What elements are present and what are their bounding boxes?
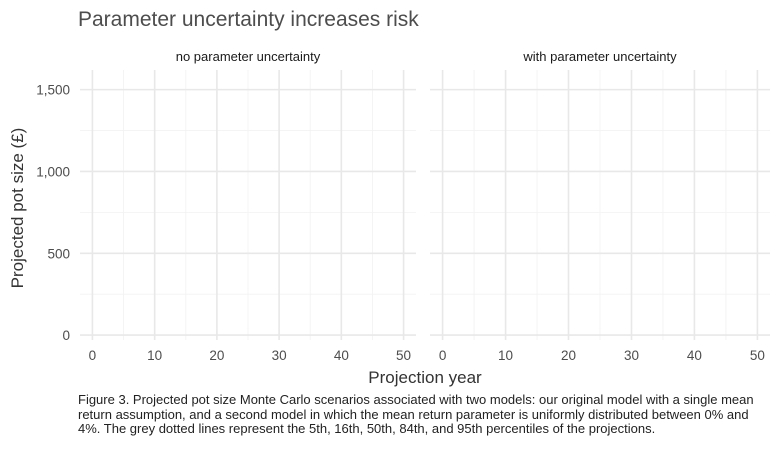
x-axis-ticks-left: 0 10 20 30 40 50 (89, 348, 411, 363)
x-tick-label: 50 (750, 348, 765, 363)
x-tick-label: 50 (396, 348, 411, 363)
panel-no-parameter-uncertainty: no parameter uncertainty (80, 49, 416, 340)
y-tick-label: 1,000 (36, 164, 70, 179)
y-tick-label: 0 (62, 328, 70, 343)
chart-title: Parameter uncertainty increases risk (78, 8, 419, 31)
y-axis-title: Projected pot size (£) (8, 128, 27, 289)
facet-label-left: no parameter uncertainty (176, 49, 321, 64)
x-tick-label: 20 (209, 348, 224, 363)
x-tick-label: 20 (561, 348, 576, 363)
x-tick-label: 30 (272, 348, 287, 363)
x-axis-ticks-right: 0 10 20 30 40 50 (439, 348, 765, 363)
y-axis-ticks: 0 500 1,000 1,500 (36, 83, 70, 343)
x-tick-label: 40 (687, 348, 702, 363)
x-axis-title: Projection year (368, 368, 482, 387)
figure-caption: Figure 3. Projected pot size Monte Carlo… (78, 392, 754, 436)
panel-left-grid (80, 70, 416, 340)
x-tick-label: 0 (439, 348, 447, 363)
x-tick-label: 10 (147, 348, 162, 363)
chart: Parameter uncertainty increases risk no … (8, 8, 770, 387)
y-tick-label: 1,500 (36, 83, 70, 98)
x-tick-label: 10 (498, 348, 513, 363)
panel-with-parameter-uncertainty: with parameter uncertainty (430, 49, 770, 340)
x-tick-label: 30 (624, 348, 639, 363)
x-tick-label: 0 (89, 348, 97, 363)
y-tick-label: 500 (47, 246, 70, 261)
panel-right-grid (430, 70, 770, 340)
x-tick-label: 40 (334, 348, 349, 363)
facet-label-right: with parameter uncertainty (522, 49, 677, 64)
